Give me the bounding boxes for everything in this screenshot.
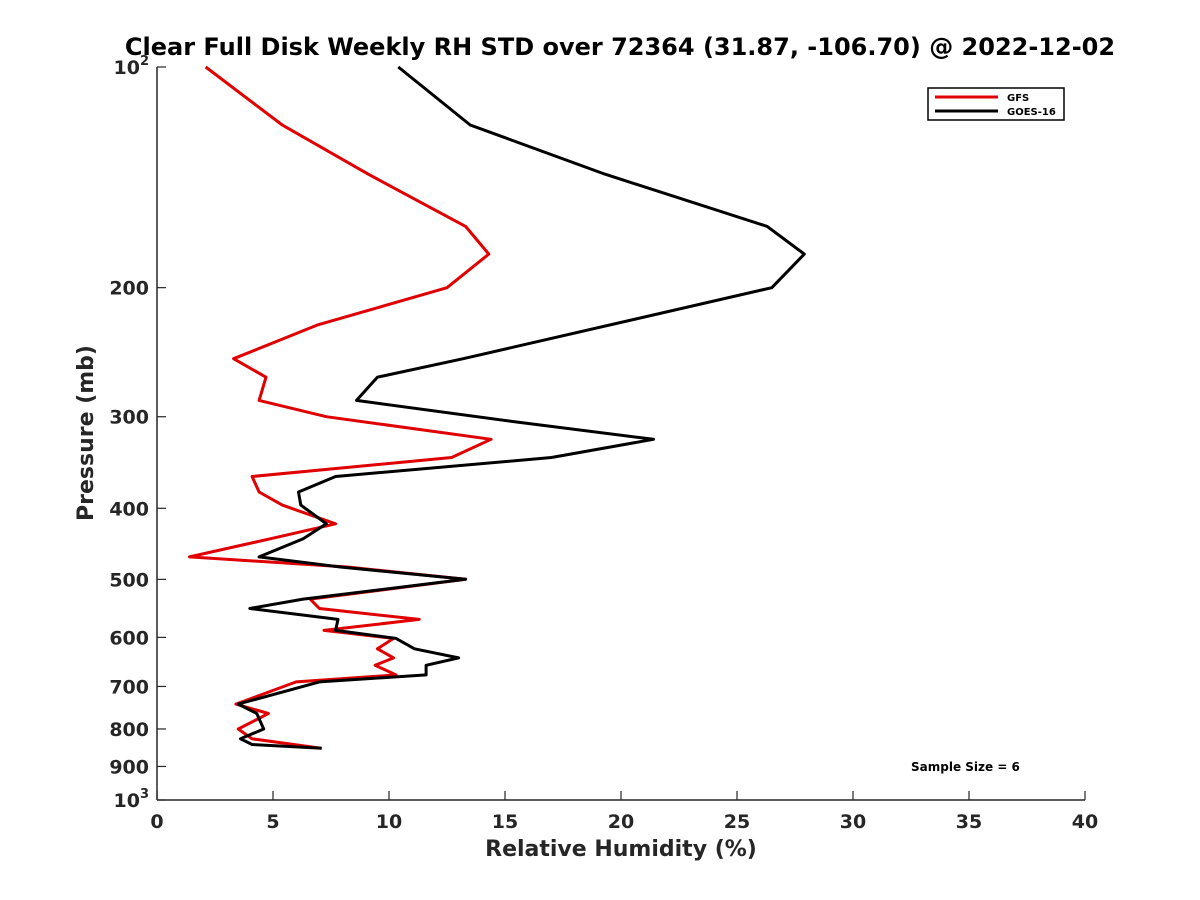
y-tick-base: 10 [114, 57, 140, 79]
sample-size-annotation: Sample Size = 6 [911, 760, 1020, 774]
y-tick-label: 700 [109, 676, 149, 698]
y-tick-label: 800 [109, 719, 149, 741]
y-tick-label: 400 [109, 498, 149, 520]
y-tick-label: 300 [109, 407, 149, 429]
series-line-goes-16 [236, 65, 806, 750]
legend-label-goes16: GOES-16 [1007, 107, 1056, 118]
y-tick-label: 900 [109, 756, 149, 778]
plot-axes [156, 67, 1085, 801]
x-axis-label: Relative Humidity (%) [485, 837, 757, 862]
legend-label-gfs: GFS [1007, 93, 1029, 104]
x-tick-label: 15 [492, 811, 518, 833]
x-tick-label: 30 [840, 811, 866, 833]
y-tick-exponent: 3 [140, 787, 149, 802]
y-axis-label: Pressure (mb) [74, 345, 99, 521]
x-tick-label: 25 [724, 811, 750, 833]
legend-box [927, 87, 1065, 121]
x-tick-label: 10 [376, 811, 402, 833]
series-lines [188, 65, 806, 750]
y-tick-label: 102 [114, 54, 150, 79]
y-tick-exponent: 2 [140, 54, 149, 69]
x-ticks: 0 5 10 15 20 25 30 35 40 [150, 791, 1098, 833]
x-tick-label: 5 [266, 811, 279, 833]
y-tick-label: 500 [109, 569, 149, 591]
x-tick-label: 0 [150, 811, 163, 833]
y-tick-label: 200 [109, 278, 149, 300]
x-tick-label: 35 [956, 811, 982, 833]
x-tick-label: 40 [1072, 811, 1098, 833]
legend: GFS GOES-16 [927, 87, 1065, 121]
chart-title: Clear Full Disk Weekly RH STD over 72364… [125, 33, 1115, 61]
y-tick-label: 600 [109, 627, 149, 649]
series-line-gfs [188, 65, 493, 750]
y-tick-label: 103 [114, 787, 150, 812]
y-tick-base: 10 [114, 790, 140, 812]
x-tick-label: 20 [608, 811, 634, 833]
